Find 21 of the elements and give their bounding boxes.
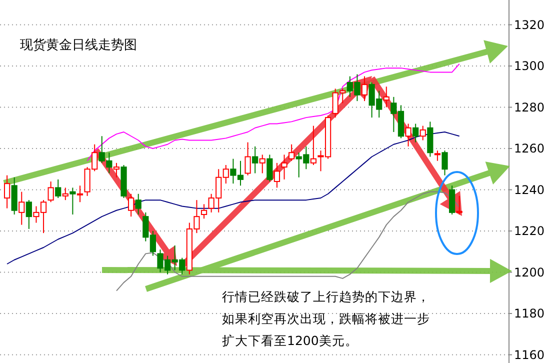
candlestick: [18, 191, 25, 226]
y-tick-label: 1220: [514, 224, 545, 238]
line-series: [86, 63, 460, 162]
y-tick-label: 1200: [514, 265, 545, 280]
candlestick: [76, 185, 84, 203]
y-tick-label: 1160: [514, 348, 545, 362]
y-tick-label: 1180: [514, 306, 545, 321]
candlestick: [259, 154, 266, 174]
candlestick: [427, 121, 434, 158]
annotation: 行情已经跌破了上行趋势的下边界，如果利空再次出现，跌幅将被进一步扩大下看至1200美元。: [222, 289, 430, 348]
text: 现货黄金日线走势图: [20, 38, 137, 53]
y-tick-label: 1280: [514, 100, 545, 114]
y-tick-label: 1300: [514, 59, 545, 74]
candlestick: [4, 174, 10, 209]
y-tick-label: 1260: [514, 142, 545, 156]
candlestick: [70, 187, 76, 215]
candlestick: [383, 86, 390, 108]
candlestick: [252, 146, 258, 174]
candlestick: [281, 154, 288, 180]
y-tick-label: 1240: [514, 182, 545, 197]
y-tick-label: 1320: [514, 18, 545, 32]
